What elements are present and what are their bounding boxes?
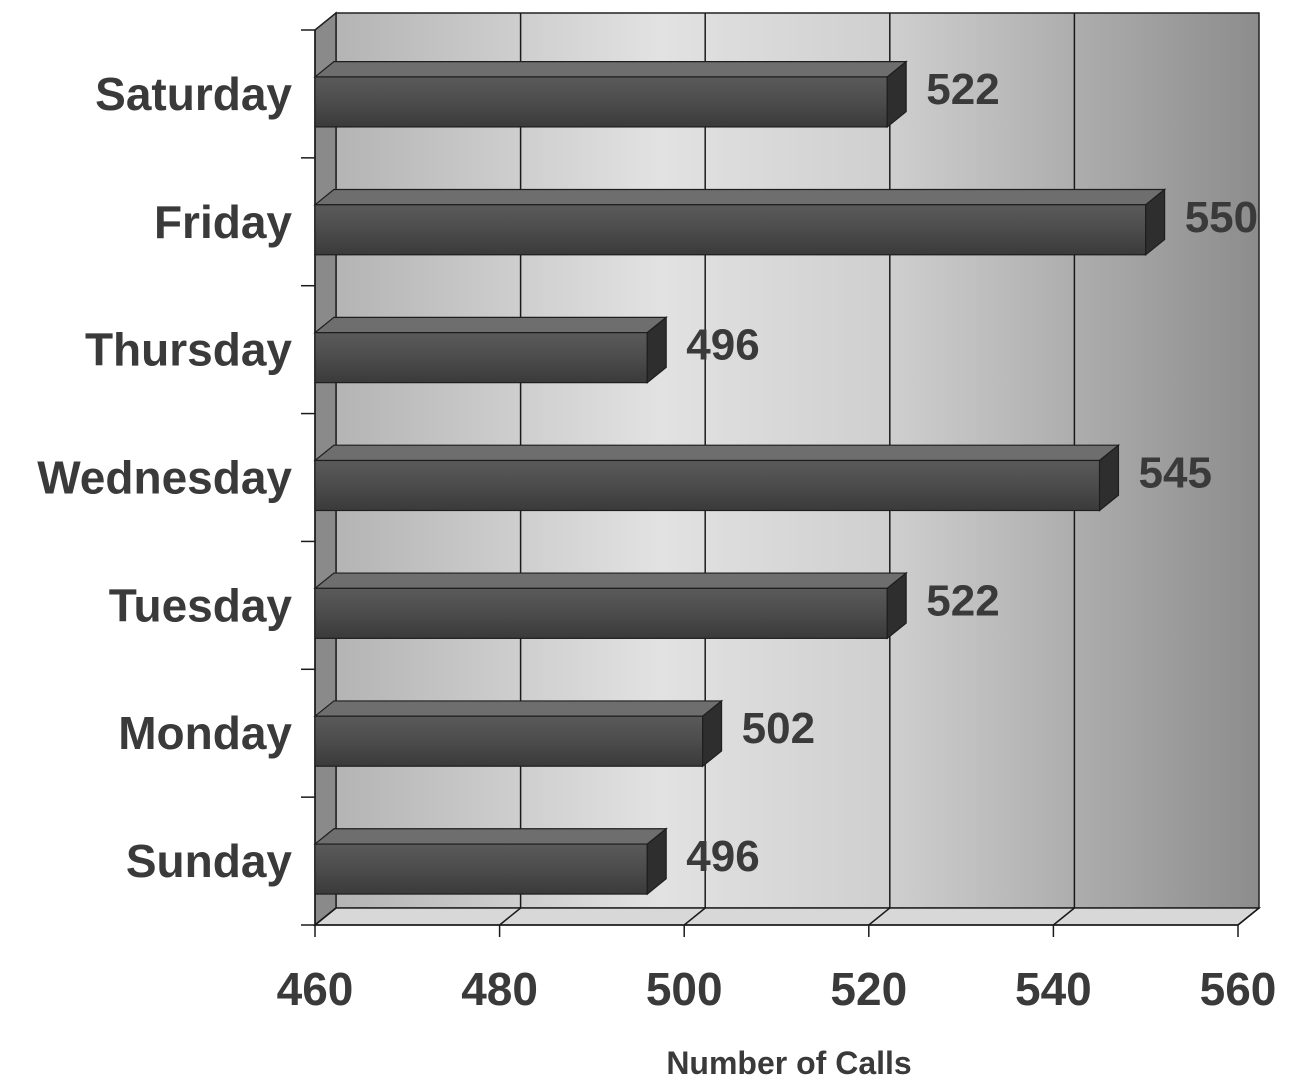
- bar-top-face: [313, 700, 724, 717]
- x-axis-title: Number of Calls: [666, 1045, 911, 1081]
- data-label: 550: [1185, 193, 1258, 242]
- bars: [313, 60, 1167, 896]
- bar-top-face: [313, 316, 668, 334]
- bar-end-face: [702, 699, 723, 768]
- bar-end-face: [646, 316, 667, 384]
- bar-front-face: [314, 459, 1101, 512]
- bar-end-face: [1098, 443, 1120, 512]
- bar-front-face: [314, 204, 1147, 256]
- x-tick-label: 540: [1015, 963, 1092, 1015]
- data-label: 496: [686, 832, 759, 881]
- floor-gridline: [1052, 907, 1075, 926]
- bar-front-face: [314, 715, 704, 767]
- bar: [313, 316, 668, 384]
- x-tick-label: 480: [461, 963, 538, 1015]
- bar: [313, 699, 724, 768]
- bar-top-face: [313, 444, 1121, 462]
- floor-gridline: [499, 907, 522, 926]
- labels: 460 480 500 520 540 560 Sunday 496 Monday 502 Tues…: [37, 65, 1276, 1015]
- category-label: Sunday: [126, 835, 293, 887]
- category-label: Thursday: [85, 324, 292, 376]
- x-tick-label: 500: [646, 963, 723, 1015]
- category-label: Wednesday: [37, 452, 292, 504]
- bar: [313, 571, 908, 640]
- bar-top-face: [313, 572, 908, 589]
- floor-gridline: [1237, 907, 1260, 926]
- floor: [312, 907, 1262, 926]
- bar-top-face: [313, 828, 668, 845]
- floor-gridline: [683, 907, 706, 926]
- floor-gridline: [314, 907, 337, 926]
- bar: [313, 60, 908, 129]
- bar-end-face: [646, 827, 667, 896]
- x-tick-label: 520: [830, 963, 907, 1015]
- bar-end-face: [886, 60, 907, 129]
- data-label: 545: [1139, 449, 1212, 498]
- bar-top-face: [313, 188, 1167, 206]
- bar-front-face: [314, 332, 648, 384]
- bar-top-face: [313, 61, 908, 78]
- x-tick-label: 460: [277, 963, 354, 1015]
- bar-front-face: [314, 76, 888, 128]
- bar-front-face: [314, 587, 888, 639]
- category-label: Friday: [154, 196, 292, 248]
- data-label: 502: [742, 704, 815, 753]
- data-label: 496: [686, 321, 759, 370]
- bar: [313, 188, 1167, 257]
- data-label: 522: [926, 576, 999, 625]
- bar: [313, 443, 1121, 512]
- bar: [313, 827, 668, 896]
- bar-end-face: [1145, 188, 1166, 257]
- category-label: Monday: [118, 707, 292, 759]
- data-label: 522: [926, 65, 999, 114]
- bar-front-face: [314, 843, 648, 895]
- category-label: Saturday: [95, 68, 292, 120]
- category-label: Tuesday: [109, 579, 293, 631]
- x-tick-label: 560: [1200, 963, 1277, 1015]
- floor-gridline: [868, 907, 891, 926]
- bar-end-face: [886, 571, 907, 640]
